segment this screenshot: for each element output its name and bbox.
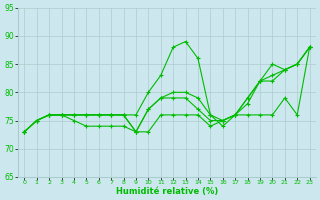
X-axis label: Humidité relative (%): Humidité relative (%) [116, 187, 218, 196]
